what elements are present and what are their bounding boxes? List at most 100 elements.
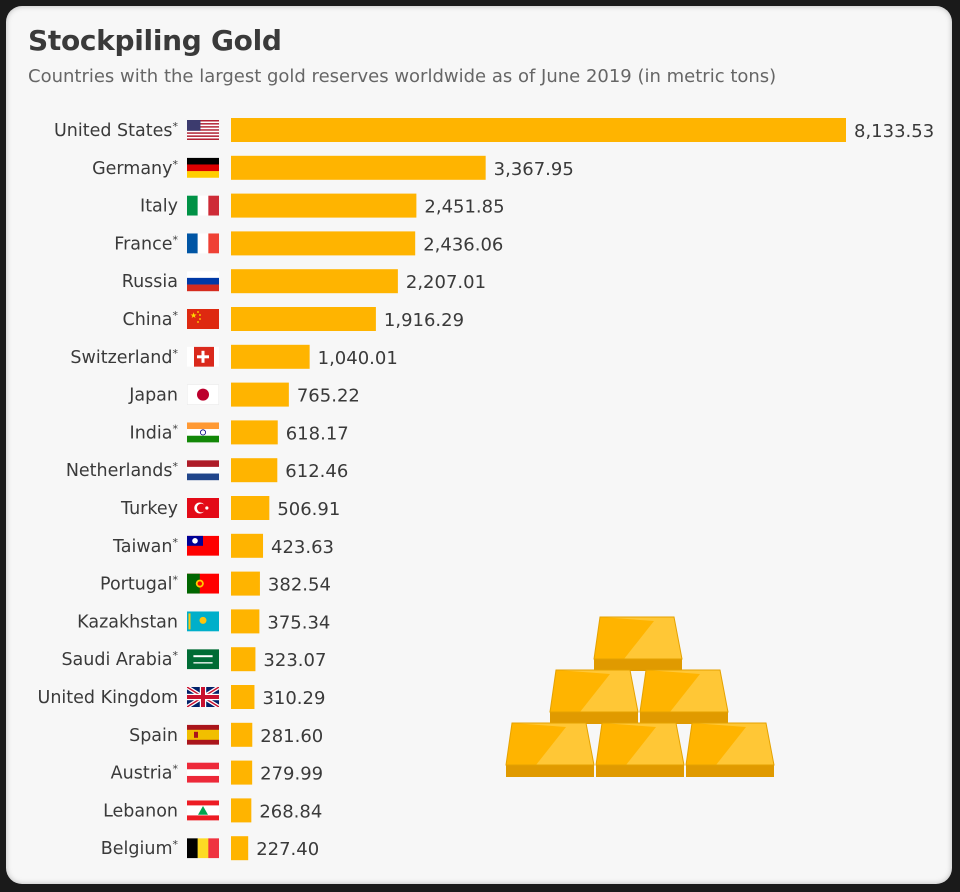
tr-flag-icon [187, 498, 219, 518]
category-label: Belgium* [101, 838, 179, 859]
value-label: 765.22 [297, 386, 360, 407]
bar [231, 533, 264, 558]
bar [231, 118, 846, 142]
chart-row: United States* 8,133.53 [54, 118, 934, 142]
category-label: France* [114, 233, 178, 254]
bar [231, 798, 252, 823]
value-label: 382.54 [268, 575, 331, 596]
bar [231, 609, 260, 634]
it-flag-icon [187, 195, 219, 216]
value-label: 323.07 [263, 650, 326, 671]
us-flag-icon [187, 120, 219, 140]
ru-flag-icon [187, 271, 219, 292]
svg-text:★: ★ [190, 311, 197, 320]
value-label: 375.34 [267, 612, 330, 633]
value-label: 279.99 [260, 764, 323, 785]
category-label: Russia [122, 272, 178, 292]
value-label: 281.60 [260, 726, 323, 747]
chart-row: China* ★ 1,916.29 [123, 307, 464, 331]
chart-card: Stockpiling Gold Countries with the larg… [6, 6, 952, 884]
category-label: Taiwan* [112, 536, 179, 557]
value-label: 268.84 [259, 801, 322, 822]
de-flag-icon [187, 157, 219, 178]
value-label: 423.63 [271, 537, 334, 558]
bar [231, 155, 486, 180]
value-label: 1,916.29 [384, 310, 464, 331]
chart-row: Austria* 279.99 [111, 760, 323, 785]
bar [231, 307, 376, 331]
category-label: Portugal* [100, 574, 178, 595]
bar [231, 382, 289, 407]
value-label: 8,133.53 [854, 121, 934, 142]
category-label: Spain [129, 726, 178, 746]
bar-chart: United States* 8,133.53 Germany* 3,367.95 It… [38, 118, 934, 861]
category-label: Switzerland* [70, 347, 178, 368]
category-label: China* [123, 309, 179, 330]
gold-bar [685, 722, 775, 777]
bar [231, 269, 398, 294]
category-label: Saudi Arabia* [61, 649, 178, 670]
bar [231, 836, 249, 861]
bar [231, 344, 310, 369]
chart-row: India* 618.17 [130, 420, 349, 445]
jp-flag-icon [187, 384, 219, 405]
chart-row: Lebanon 268.84 [103, 798, 322, 823]
category-label: United States* [54, 120, 179, 141]
value-label: 227.40 [256, 839, 319, 860]
category-label: Kazakhstan [77, 612, 178, 632]
chart-row: Italy 2,451.85 [140, 193, 505, 218]
bar [231, 231, 416, 256]
gold-bar [639, 669, 729, 724]
chart-row: Russia 2,207.01 [122, 269, 486, 294]
category-label: Turkey [120, 499, 178, 519]
chart-row: Kazakhstan 375.34 [77, 609, 330, 634]
es-flag-icon [187, 724, 219, 745]
chart-row: Germany* 3,367.95 [92, 155, 574, 180]
chart-row: Saudi Arabia* 323.07 [61, 647, 326, 672]
value-label: 2,436.06 [423, 234, 503, 255]
chart-row: Netherlands* 612.46 [66, 458, 348, 483]
value-label: 506.91 [277, 499, 340, 520]
at-flag-icon [187, 762, 219, 783]
cn-flag-icon: ★ [187, 309, 219, 329]
chart-row: Turkey 506.91 [120, 496, 340, 520]
lb-flag-icon [187, 800, 219, 821]
bar [231, 685, 255, 709]
ch-flag-icon [187, 346, 219, 367]
bar [231, 571, 260, 596]
category-label: Lebanon [103, 801, 178, 821]
chart-rows: United States* 8,133.53 Germany* 3,367.95 It… [38, 118, 934, 861]
bar [231, 760, 253, 785]
value-label: 2,207.01 [406, 272, 486, 293]
gold-bar [549, 669, 639, 724]
chart-row: Taiwan* 423.63 [112, 533, 334, 558]
chart-row: United Kingdom 310.29 [38, 685, 325, 709]
bar [231, 647, 256, 672]
chart-row: Belgium* 227.40 [101, 836, 319, 861]
chart-title: Stockpiling Gold [28, 24, 282, 57]
category-label: Germany* [92, 158, 178, 179]
pt-flag-icon [187, 573, 219, 594]
nl-flag-icon [187, 460, 219, 481]
category-label: Netherlands* [66, 460, 179, 481]
gold-bars-icon [505, 616, 775, 777]
value-label: 3,367.95 [494, 159, 574, 180]
be-flag-icon [187, 838, 219, 859]
kz-flag-icon [187, 611, 219, 632]
tw-flag-icon [187, 535, 219, 556]
value-label: 612.46 [285, 461, 348, 482]
bar [231, 722, 253, 747]
chart-row: Japan 765.22 [128, 382, 360, 407]
bar [231, 420, 278, 445]
value-label: 618.17 [286, 423, 349, 444]
sa-flag-icon [187, 649, 219, 670]
chart-row: Switzerland* 1,040.01 [70, 344, 398, 369]
value-label: 1,040.01 [318, 348, 398, 369]
gb-flag-icon [187, 687, 219, 707]
category-label: India* [130, 422, 179, 443]
gold-bar [505, 722, 595, 777]
bar [231, 458, 278, 483]
chart-subtitle: Countries with the largest gold reserves… [28, 66, 777, 87]
category-label: Italy [140, 197, 178, 217]
category-label: United Kingdom [38, 688, 178, 708]
